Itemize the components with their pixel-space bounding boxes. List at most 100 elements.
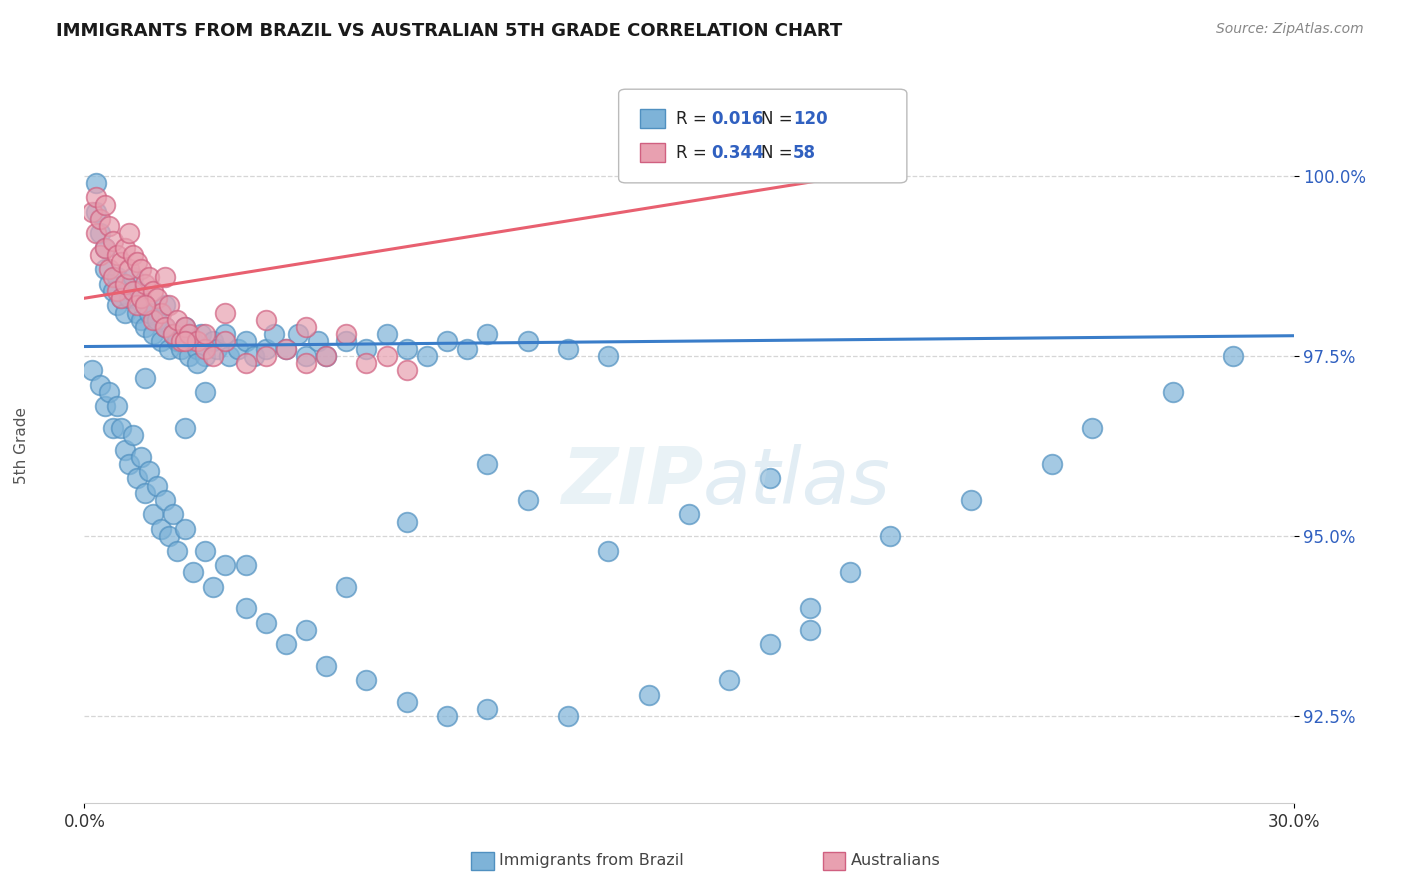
Point — [110, 421, 132, 435]
Point — [598, 349, 620, 363]
Point — [138, 464, 160, 478]
Point — [1081, 421, 1104, 435]
Point — [194, 543, 217, 558]
Point — [121, 284, 143, 298]
Point — [335, 580, 357, 594]
Point — [436, 709, 458, 723]
Point — [125, 471, 148, 485]
Point — [758, 637, 780, 651]
Point — [335, 327, 357, 342]
Point — [86, 227, 108, 241]
Point — [218, 349, 240, 363]
Text: N =: N = — [761, 110, 797, 128]
Point — [170, 334, 193, 349]
Point — [162, 508, 184, 522]
Point — [93, 241, 115, 255]
Point — [93, 197, 115, 211]
Point — [242, 349, 264, 363]
Point — [114, 277, 136, 291]
Point — [129, 262, 152, 277]
Point — [235, 334, 257, 349]
Point — [134, 277, 156, 291]
Point — [335, 334, 357, 349]
Point — [129, 291, 152, 305]
Point — [295, 349, 318, 363]
Point — [557, 709, 579, 723]
Point — [118, 262, 141, 277]
Point — [149, 306, 172, 320]
Point — [110, 291, 132, 305]
Point — [118, 457, 141, 471]
Point — [82, 363, 104, 377]
Point — [190, 327, 212, 342]
Point — [142, 327, 165, 342]
Point — [89, 227, 111, 241]
Point — [295, 623, 318, 637]
Text: Immigrants from Brazil: Immigrants from Brazil — [499, 854, 683, 868]
Point — [142, 313, 165, 327]
Point — [375, 327, 398, 342]
Point — [202, 334, 225, 349]
Point — [356, 356, 378, 370]
Point — [105, 284, 128, 298]
Point — [295, 356, 318, 370]
Point — [166, 543, 188, 558]
Point — [226, 342, 249, 356]
Point — [678, 508, 700, 522]
Point — [121, 428, 143, 442]
Point — [395, 363, 418, 377]
Point — [125, 306, 148, 320]
Point — [186, 356, 208, 370]
Point — [758, 471, 780, 485]
Point — [194, 384, 217, 399]
Point — [105, 248, 128, 262]
Point — [157, 342, 180, 356]
Point — [105, 269, 128, 284]
Point — [114, 442, 136, 457]
Point — [170, 342, 193, 356]
Point — [960, 493, 983, 508]
Text: 120: 120 — [793, 110, 828, 128]
Point — [207, 342, 229, 356]
Point — [134, 298, 156, 312]
Point — [149, 334, 172, 349]
Point — [101, 284, 124, 298]
Point — [89, 211, 111, 226]
Point — [153, 298, 176, 312]
Point — [142, 284, 165, 298]
Point — [598, 543, 620, 558]
Point — [166, 334, 188, 349]
Point — [1040, 457, 1063, 471]
Point — [149, 522, 172, 536]
Point — [235, 601, 257, 615]
Point — [129, 450, 152, 464]
Point — [315, 349, 337, 363]
Text: IMMIGRANTS FROM BRAZIL VS AUSTRALIAN 5TH GRADE CORRELATION CHART: IMMIGRANTS FROM BRAZIL VS AUSTRALIAN 5TH… — [56, 22, 842, 40]
Point — [181, 334, 204, 349]
Point — [93, 241, 115, 255]
Point — [194, 327, 217, 342]
Point — [157, 298, 180, 312]
Point — [186, 334, 208, 349]
Text: Australians: Australians — [851, 854, 941, 868]
Point — [214, 327, 236, 342]
Text: 58: 58 — [793, 144, 815, 161]
Point — [516, 334, 538, 349]
Point — [436, 334, 458, 349]
Point — [174, 421, 197, 435]
Point — [315, 658, 337, 673]
Point — [235, 356, 257, 370]
Point — [375, 349, 398, 363]
Point — [134, 320, 156, 334]
Point — [202, 580, 225, 594]
Point — [637, 688, 659, 702]
Point — [101, 421, 124, 435]
Text: 0.344: 0.344 — [711, 144, 765, 161]
Point — [153, 320, 176, 334]
Point — [86, 204, 108, 219]
Point — [174, 320, 197, 334]
Point — [456, 342, 478, 356]
Point — [356, 342, 378, 356]
Point — [138, 269, 160, 284]
Point — [97, 384, 120, 399]
